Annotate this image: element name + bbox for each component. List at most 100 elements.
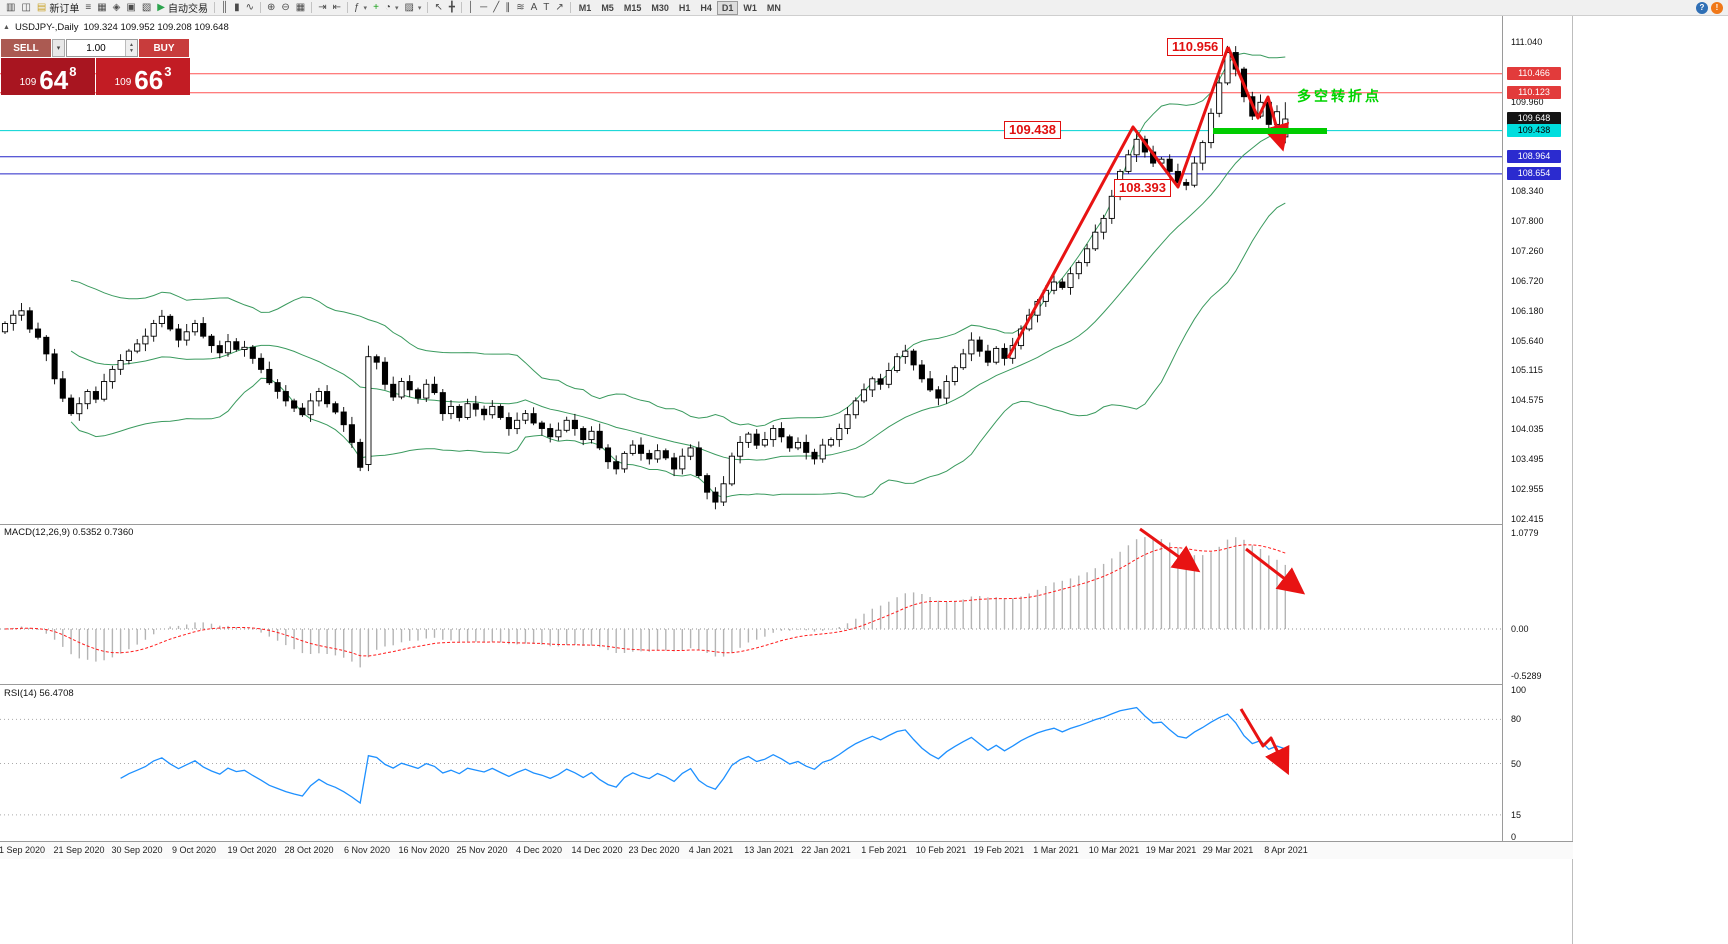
candle xyxy=(249,346,256,359)
chart-shift-icon[interactable]: ⇤ xyxy=(330,1,344,15)
macd-scale-label: 0.00 xyxy=(1511,624,1529,634)
timeframe-M30[interactable]: M30 xyxy=(651,2,669,13)
new-order-button[interactable]: ▤ 新订单 xyxy=(36,1,80,16)
fibonacci-icon[interactable]: ≋ xyxy=(513,1,527,15)
toolbar-items: ▥ ◫ ▤ 新订单 ≡ ▦ ◈ ▣ xyxy=(3,1,574,15)
price-annotation-label[interactable]: 109.438 xyxy=(1004,121,1061,139)
text-label-icon: T xyxy=(543,1,550,13)
navigator-icon[interactable]: ◈ xyxy=(110,1,124,15)
volume-input[interactable] xyxy=(67,40,125,56)
text-icon[interactable]: A xyxy=(528,1,541,15)
candle xyxy=(860,389,868,402)
dropdown-caret-icon[interactable]: ▾ xyxy=(363,4,368,12)
zoom-out-icon[interactable]: ⊖ xyxy=(278,1,292,15)
arrows-tool-icon[interactable]: ↗ xyxy=(552,1,566,15)
turning-point-label[interactable]: 多空转折点 xyxy=(1297,88,1382,104)
trend-arrow xyxy=(1006,46,1230,359)
timeframe-M1[interactable]: M1 xyxy=(578,2,592,13)
add-indicator-icon[interactable]: + xyxy=(370,1,382,15)
candlestick-chart-icon[interactable]: ▮ xyxy=(231,1,243,15)
periods-icon[interactable]: ◔ ▾ xyxy=(382,1,402,15)
main-chart-svg[interactable] xyxy=(0,16,1502,524)
market-watch-icon: ≡ xyxy=(85,1,92,13)
rsi-panel[interactable] xyxy=(0,685,1502,840)
zoom-in-icon[interactable]: ⊕ xyxy=(264,1,278,15)
crosshair-icon[interactable]: ╋ xyxy=(446,1,458,15)
tick-chart-icon[interactable]: ◫ xyxy=(18,1,33,15)
price-annotation-label[interactable]: 108.393 xyxy=(1114,179,1171,197)
collapse-trade-panel-icon[interactable]: ▲ xyxy=(3,24,10,31)
tile-windows-icon[interactable]: ▦ xyxy=(293,1,308,15)
cursor-icon[interactable]: ↖ xyxy=(431,1,445,15)
bar-chart-icon[interactable]: ║ xyxy=(218,1,231,15)
templates-icon[interactable]: ▨ ▾ xyxy=(401,1,424,15)
date-label: 28 Oct 2020 xyxy=(284,845,334,855)
toolbar-separator xyxy=(569,2,571,13)
panel-separator[interactable] xyxy=(0,524,1502,525)
terminal-icon[interactable]: ▣ xyxy=(123,1,138,15)
data-window-icon[interactable]: ▦ xyxy=(94,1,109,15)
market-watch-icon[interactable]: ≡ xyxy=(82,1,94,15)
chart-window[interactable]: ▲ USDJPY-,Daily 109.324 109.952 109.208 … xyxy=(0,16,1573,944)
arrows-tool-icon: ↗ xyxy=(555,1,564,13)
candle xyxy=(431,383,438,394)
bollinger-band xyxy=(70,129,1286,461)
price-scale[interactable]: 111.040 109.960 108.340 107.800 107.260 106.7… xyxy=(1503,16,1572,842)
timeframe-M15[interactable]: M15 xyxy=(623,2,642,13)
macd-panel[interactable] xyxy=(0,525,1502,684)
candle xyxy=(580,428,587,441)
chart-shift-icon: ⇤ xyxy=(332,1,341,13)
sell-price-panel[interactable]: 109 64 8 xyxy=(1,58,95,95)
price-scale-label: 102.955 xyxy=(1511,484,1544,494)
help-icon[interactable]: ? xyxy=(1696,1,1708,14)
text-label-icon[interactable]: T xyxy=(540,1,552,15)
indicators-icon[interactable]: ƒ ▾ xyxy=(351,1,370,15)
volume-down-icon[interactable]: ▼ xyxy=(129,48,134,54)
timeframe-H4[interactable]: H4 xyxy=(700,2,712,13)
zoom-in-icon: ⊕ xyxy=(266,1,276,13)
order-type-dropdown[interactable]: ▾ xyxy=(52,39,65,57)
buy-button[interactable]: BUY xyxy=(139,39,189,57)
volume-up-icon[interactable]: ▲ xyxy=(129,42,134,48)
dropdown-caret-icon[interactable]: ▾ xyxy=(417,4,422,12)
candle xyxy=(59,378,66,399)
candle xyxy=(671,457,678,470)
support-zone-bar[interactable] xyxy=(1213,128,1327,134)
panel-separator[interactable] xyxy=(0,684,1502,685)
time-axis[interactable]: 1 Sep 2020 21 Sep 2020 30 Sep 2020 9 Oct 20… xyxy=(0,841,1573,859)
live-update-icon[interactable]: ! xyxy=(1711,1,1723,14)
sell-button[interactable]: SELL xyxy=(1,39,51,57)
strategy-tester-icon[interactable]: ▧ xyxy=(139,1,154,15)
candle xyxy=(332,403,339,413)
date-label: 10 Feb 2021 xyxy=(915,845,967,855)
trendline-icon[interactable]: ╱ xyxy=(490,1,502,15)
date-label: 30 Sep 2020 xyxy=(111,845,163,855)
timeframe-D1[interactable]: D1 xyxy=(716,0,739,15)
candle xyxy=(1207,112,1215,144)
candle xyxy=(258,357,265,370)
volume-spinner[interactable]: ▲ ▼ xyxy=(125,40,137,56)
candle xyxy=(299,407,306,416)
date-label: 21 Sep 2020 xyxy=(53,845,105,855)
date-label: 4 Jan 2021 xyxy=(688,845,734,855)
charts-icon[interactable]: ▥ xyxy=(3,1,18,15)
date-label: 1 Mar 2021 xyxy=(1033,845,1079,855)
auto-scroll-icon[interactable]: ⇥ xyxy=(315,1,329,15)
toolbar-separator xyxy=(311,2,313,13)
buy-price-panel[interactable]: 109 66 3 xyxy=(96,58,190,95)
horizontal-line-icon[interactable]: ─ xyxy=(477,1,490,15)
timeframe-MN[interactable]: MN xyxy=(766,2,781,13)
timeframe-H1[interactable]: H1 xyxy=(678,2,691,13)
line-chart-icon[interactable]: ∿ xyxy=(243,1,257,15)
vertical-line-icon[interactable]: │ xyxy=(465,1,477,15)
price-annotation-label[interactable]: 110.956 xyxy=(1167,38,1224,56)
candle xyxy=(233,341,240,350)
trend-arrow xyxy=(1239,708,1290,776)
channel-icon[interactable]: ∥ xyxy=(502,1,513,15)
candle xyxy=(51,353,58,380)
dropdown-caret-icon[interactable]: ▾ xyxy=(394,4,399,12)
timeframe-M5[interactable]: M5 xyxy=(601,2,614,13)
candle xyxy=(489,405,496,416)
timeframe-W1[interactable]: W1 xyxy=(743,2,757,13)
auto-trading-button[interactable]: ▶ 自动交易 xyxy=(157,1,208,16)
